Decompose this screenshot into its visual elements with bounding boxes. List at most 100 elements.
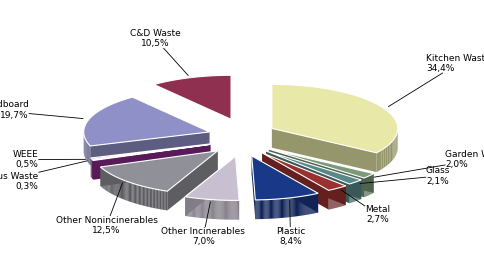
Polygon shape [308, 195, 309, 214]
Polygon shape [196, 198, 197, 218]
Polygon shape [236, 200, 237, 220]
Polygon shape [301, 196, 302, 216]
Polygon shape [212, 200, 213, 219]
Polygon shape [92, 144, 210, 178]
Polygon shape [252, 156, 318, 213]
Polygon shape [118, 178, 119, 197]
Polygon shape [214, 200, 215, 219]
Polygon shape [278, 199, 279, 218]
Polygon shape [225, 200, 226, 219]
Polygon shape [294, 197, 295, 217]
Polygon shape [257, 200, 258, 219]
Polygon shape [232, 200, 233, 220]
Polygon shape [377, 152, 379, 172]
Polygon shape [273, 199, 274, 219]
Polygon shape [295, 197, 296, 216]
Text: Hazardous Waste
0,3%: Hazardous Waste 0,3% [0, 161, 87, 191]
Polygon shape [236, 156, 239, 220]
Polygon shape [134, 184, 135, 203]
Polygon shape [396, 133, 397, 154]
Polygon shape [93, 144, 211, 180]
Polygon shape [102, 168, 103, 188]
Polygon shape [272, 199, 273, 219]
Polygon shape [92, 144, 211, 161]
Polygon shape [201, 199, 202, 218]
Polygon shape [305, 196, 306, 215]
Polygon shape [166, 191, 167, 210]
Polygon shape [121, 179, 122, 199]
Polygon shape [310, 195, 311, 214]
Polygon shape [91, 132, 210, 165]
Text: WEEE
0,5%: WEEE 0,5% [13, 150, 86, 169]
Polygon shape [252, 156, 255, 219]
Polygon shape [386, 146, 388, 166]
Polygon shape [150, 188, 151, 207]
Polygon shape [185, 156, 239, 200]
Polygon shape [313, 194, 314, 214]
Polygon shape [300, 196, 301, 216]
Polygon shape [237, 200, 238, 220]
Polygon shape [262, 153, 329, 210]
Text: Other Incinerables
7,0%: Other Incinerables 7,0% [161, 202, 245, 246]
Polygon shape [88, 143, 89, 163]
Polygon shape [223, 200, 224, 219]
Polygon shape [215, 200, 216, 219]
Polygon shape [285, 198, 287, 218]
Polygon shape [210, 199, 211, 219]
Polygon shape [135, 184, 136, 204]
Polygon shape [266, 151, 349, 203]
Polygon shape [122, 180, 123, 199]
Polygon shape [235, 200, 236, 220]
Polygon shape [276, 199, 278, 218]
Polygon shape [379, 150, 381, 171]
Polygon shape [226, 200, 227, 219]
Polygon shape [292, 197, 293, 217]
Polygon shape [381, 149, 384, 169]
Polygon shape [291, 198, 292, 217]
Polygon shape [267, 200, 268, 219]
Polygon shape [206, 199, 207, 218]
Polygon shape [91, 144, 210, 159]
Polygon shape [185, 156, 236, 216]
Polygon shape [279, 199, 280, 218]
Text: C&D Waste
10,5%: C&D Waste 10,5% [130, 29, 188, 76]
Polygon shape [154, 189, 155, 208]
Text: Other Nonincinerables
12,5%: Other Nonincinerables 12,5% [56, 183, 157, 235]
Polygon shape [204, 199, 205, 218]
Polygon shape [266, 151, 361, 184]
Polygon shape [124, 180, 125, 200]
Polygon shape [269, 149, 374, 193]
Polygon shape [306, 196, 307, 215]
Polygon shape [113, 175, 114, 195]
Polygon shape [119, 178, 120, 198]
Polygon shape [137, 185, 139, 204]
Polygon shape [230, 200, 231, 220]
Polygon shape [269, 149, 374, 178]
Polygon shape [190, 197, 191, 217]
Polygon shape [211, 200, 212, 219]
Polygon shape [261, 200, 262, 219]
Polygon shape [128, 182, 129, 201]
Polygon shape [224, 200, 225, 219]
Polygon shape [199, 199, 200, 218]
Polygon shape [129, 182, 130, 202]
Polygon shape [125, 181, 126, 200]
Polygon shape [280, 199, 281, 218]
Polygon shape [130, 182, 131, 202]
Polygon shape [86, 141, 87, 161]
Polygon shape [148, 188, 150, 207]
Polygon shape [101, 151, 218, 186]
Text: Plastic
8,4%: Plastic 8,4% [276, 200, 305, 246]
Polygon shape [144, 186, 146, 206]
Polygon shape [266, 151, 361, 199]
Polygon shape [296, 197, 297, 216]
Polygon shape [303, 196, 304, 215]
Polygon shape [234, 200, 235, 220]
Polygon shape [198, 199, 199, 218]
Polygon shape [101, 167, 102, 187]
Text: Kitchen Waste
34,4%: Kitchen Waste 34,4% [388, 54, 484, 107]
Polygon shape [274, 199, 275, 218]
Polygon shape [203, 199, 204, 218]
Polygon shape [89, 144, 90, 164]
Polygon shape [189, 197, 190, 217]
